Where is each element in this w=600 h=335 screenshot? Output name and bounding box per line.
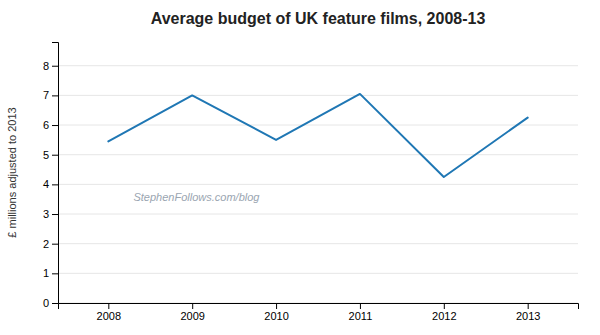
y-axis-title: £ millions adjusted to 2013 — [6, 107, 18, 237]
y-tick: 1 — [43, 267, 58, 279]
x-axis: 2008 2009 2010 2011 2012 2013 — [59, 303, 579, 322]
marks — [108, 94, 527, 177]
chart: 2008 2009 2010 2011 2012 2013 0 1 2 3 4 5 6 7 8 Stephen… — [0, 0, 600, 335]
y-tick-mark — [52, 155, 58, 156]
y-tick: 7 — [43, 89, 58, 101]
x-tick-mark — [192, 303, 193, 309]
x-axis-line — [59, 304, 579, 310]
y-tick-mark — [52, 244, 58, 245]
grid-line — [58, 273, 578, 274]
x-tick-label: 2011 — [349, 310, 373, 322]
y-tick: 3 — [43, 208, 58, 220]
title: Average budget of UK feature films, 2008… — [151, 10, 486, 27]
grid-line — [58, 65, 578, 66]
grid-line — [58, 154, 578, 155]
x-tick: 2010 — [264, 303, 288, 322]
x-tick-mark — [528, 303, 529, 309]
x-tick: 2011 — [349, 303, 373, 322]
y-axis-line — [52, 43, 59, 304]
y-tick-mark — [52, 273, 58, 274]
y-tick-label: 0 — [43, 297, 49, 309]
x-tick-label: 2010 — [264, 310, 288, 322]
y-tick-mark — [52, 125, 58, 126]
grid-line — [58, 243, 578, 244]
x-tick: 2009 — [180, 303, 204, 322]
y-tick-label: 7 — [43, 89, 49, 101]
x-tick-label: 2009 — [180, 310, 204, 322]
grid-line — [58, 214, 578, 215]
y-tick-label: 8 — [43, 60, 49, 72]
y-tick: 5 — [43, 149, 58, 161]
x-tick-mark — [276, 303, 277, 309]
y-tick-mark — [52, 95, 58, 96]
grid-line — [58, 95, 578, 96]
x-tick: 2012 — [432, 303, 456, 322]
x-tick-label: 2008 — [97, 310, 121, 322]
x-tick-label: 2012 — [432, 310, 456, 322]
y-tick: 8 — [43, 60, 58, 72]
y-tick-label: 4 — [43, 178, 49, 190]
y-tick: 6 — [43, 119, 58, 131]
x-tick-mark — [108, 303, 109, 309]
y-tick-label: 6 — [43, 119, 49, 131]
grid — [58, 66, 578, 303]
grid-line — [58, 184, 578, 185]
x-tick-mark — [360, 303, 361, 309]
annotation: StephenFollows.com/blog — [133, 191, 260, 203]
y-tick: 4 — [43, 178, 58, 190]
y-tick-mark — [52, 303, 58, 304]
y-tick: 0 — [43, 297, 58, 309]
y-tick-label: 5 — [43, 149, 49, 161]
y-tick: 2 — [43, 238, 58, 250]
y-tick-mark — [52, 214, 58, 215]
data-line — [108, 94, 527, 177]
x-tick: 2013 — [516, 303, 540, 322]
x-tick-mark — [444, 303, 445, 309]
y-tick-label: 1 — [43, 267, 49, 279]
y-axis: 0 1 2 3 4 5 6 7 8 — [43, 43, 59, 310]
y-tick-label: 2 — [43, 238, 49, 250]
y-tick-mark — [52, 184, 58, 185]
y-tick-label: 3 — [43, 208, 49, 220]
plot: 2008 2009 2010 2011 2012 2013 0 1 2 3 4 5 6 7 8 Stephen… — [43, 43, 579, 322]
y-tick-mark — [52, 66, 58, 67]
x-tick-label: 2013 — [516, 310, 540, 322]
x-tick: 2008 — [97, 303, 121, 322]
